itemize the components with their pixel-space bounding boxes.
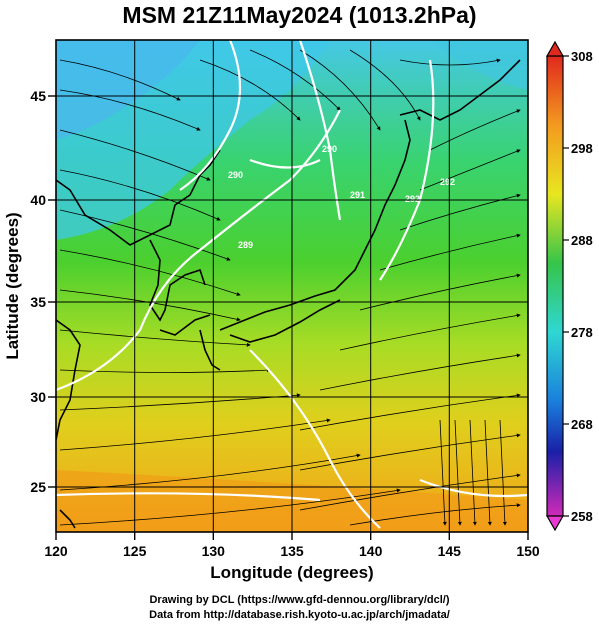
grid-lines (56, 40, 528, 532)
coastlines (56, 59, 521, 529)
contour-label: 292 (405, 194, 420, 204)
contour-label: 290 (228, 170, 243, 180)
colorbar-tick-label: 258 (571, 509, 593, 524)
y-tick-label: 45 (30, 88, 46, 104)
tick-marks (48, 95, 529, 540)
y-tick-label: 25 (30, 479, 46, 495)
colorbar-tick-label: 308 (571, 49, 593, 64)
contour-label: 289 (238, 240, 253, 250)
colorbar-tick-label: 268 (571, 417, 593, 432)
colorbar: 308 298 288 278 268 258 (545, 40, 593, 532)
colorbar-tick-label: 288 (571, 233, 593, 248)
contours (56, 40, 528, 529)
colorbar-max-arrow (545, 40, 565, 57)
y-axis-label: Latitude (degrees) (3, 212, 22, 359)
contour-labels: 290 290 289 291 292 292 (228, 144, 455, 250)
contour-label: 291 (350, 190, 365, 200)
x-tick-label: 145 (438, 543, 462, 559)
x-axis-label: Longitude (degrees) (210, 563, 373, 582)
contour-label: 292 (440, 177, 455, 187)
x-tick-label: 150 (516, 543, 540, 559)
x-tick-label: 120 (44, 543, 68, 559)
credit-data: Data from http://database.rish.kyoto-u.a… (149, 609, 450, 621)
x-tick-label: 140 (359, 543, 383, 559)
credit-drawing: Drawing by DCL (https://www.gfd-dennou.o… (149, 594, 450, 606)
x-tick-label: 130 (202, 543, 226, 559)
colorbar-tick-label: 298 (571, 141, 593, 156)
colorbar-tick-label: 278 (571, 325, 593, 340)
y-tick-label: 35 (30, 294, 46, 310)
y-tick-label: 40 (30, 192, 46, 208)
x-tick-labels: 120 125 130 135 140 145 150 (44, 543, 540, 559)
colorbar-min-arrow (545, 515, 565, 532)
y-tick-label: 30 (30, 389, 46, 405)
x-tick-label: 125 (123, 543, 147, 559)
contour-label: 290 (322, 144, 337, 154)
x-tick-label: 135 (280, 543, 304, 559)
y-tick-labels: 45 40 35 30 25 (30, 88, 46, 495)
map-title: MSM 21Z11May2024 (1013.2hPa) (122, 2, 477, 28)
